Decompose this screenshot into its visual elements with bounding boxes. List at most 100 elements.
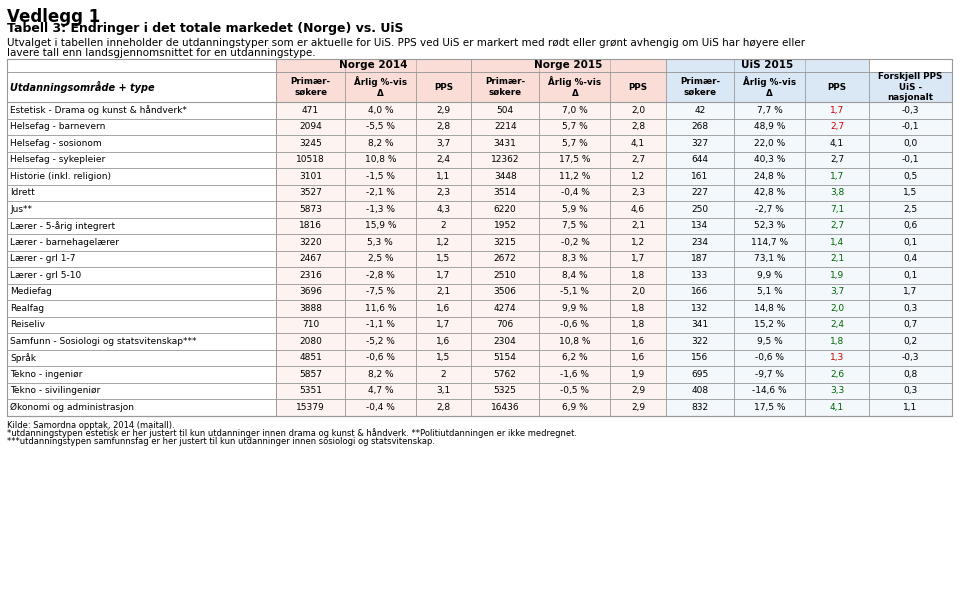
Bar (7, 59, 952, 416)
Text: 3,3: 3,3 (830, 386, 844, 395)
Text: 3431: 3431 (494, 139, 517, 148)
Bar (7, 217, 276, 234)
Bar (416, 333, 471, 349)
Text: 3,1: 3,1 (436, 386, 451, 395)
Bar (734, 102, 806, 118)
Text: 2,0: 2,0 (631, 287, 645, 296)
Text: 1,5: 1,5 (903, 188, 918, 197)
Text: Tekno - ingeniør: Tekno - ingeniør (10, 370, 82, 379)
Text: 3527: 3527 (299, 188, 322, 197)
Text: 1,5: 1,5 (436, 254, 451, 263)
Text: Helsefag - sykepleier: Helsefag - sykepleier (10, 155, 105, 164)
Bar (471, 300, 540, 317)
Text: 2,0: 2,0 (830, 304, 844, 313)
Text: 6,9 %: 6,9 % (562, 403, 588, 411)
Text: 15379: 15379 (296, 403, 325, 411)
Text: 1,1: 1,1 (436, 172, 451, 180)
Text: 10,8 %: 10,8 % (364, 155, 396, 164)
Bar (276, 185, 345, 201)
Bar (276, 234, 345, 251)
Text: 42: 42 (694, 106, 706, 115)
Text: 8,4 %: 8,4 % (562, 271, 588, 280)
Bar (416, 135, 471, 152)
Bar (540, 234, 611, 251)
Text: 1,9: 1,9 (830, 271, 844, 280)
Text: 4,6: 4,6 (631, 205, 645, 214)
Text: -5,1 %: -5,1 % (560, 287, 590, 296)
Bar (540, 135, 611, 152)
Bar (806, 168, 869, 185)
Bar (611, 383, 666, 399)
Bar (540, 185, 611, 201)
Bar (666, 399, 734, 416)
Bar (345, 349, 416, 366)
Bar (416, 185, 471, 201)
Bar (345, 251, 416, 267)
Text: 2,8: 2,8 (436, 403, 451, 411)
Text: 2,9: 2,9 (631, 403, 645, 411)
Bar (869, 317, 952, 333)
Text: 3101: 3101 (299, 172, 322, 180)
Bar (806, 135, 869, 152)
Bar (734, 152, 806, 168)
Text: 1,8: 1,8 (631, 271, 645, 280)
Text: 8,2 %: 8,2 % (367, 370, 393, 379)
Bar (806, 300, 869, 317)
Bar (345, 234, 416, 251)
Text: 1,6: 1,6 (436, 337, 451, 346)
Bar (611, 251, 666, 267)
Bar (806, 383, 869, 399)
Bar (7, 118, 276, 135)
Bar (7, 72, 276, 102)
Text: 327: 327 (691, 139, 709, 148)
Text: 2,9: 2,9 (436, 106, 451, 115)
Text: Tekno - sivilingeniør: Tekno - sivilingeniør (10, 386, 101, 395)
Bar (611, 201, 666, 217)
Text: 706: 706 (497, 320, 514, 329)
Text: -1,1 %: -1,1 % (365, 320, 395, 329)
Bar (869, 333, 952, 349)
Bar (7, 102, 276, 118)
Bar (666, 300, 734, 317)
Bar (345, 317, 416, 333)
Text: 0,3: 0,3 (903, 304, 918, 313)
Text: Vedlegg 1: Vedlegg 1 (7, 8, 101, 26)
Text: 2672: 2672 (494, 254, 517, 263)
Bar (806, 349, 869, 366)
Text: Lærer - 5-årig integrert: Lærer - 5-årig integrert (10, 221, 115, 230)
Bar (471, 135, 540, 152)
Bar (276, 59, 471, 72)
Text: 0,5: 0,5 (903, 172, 918, 180)
Bar (471, 366, 540, 383)
Text: -0,3: -0,3 (901, 353, 919, 362)
Text: 134: 134 (691, 221, 709, 230)
Bar (734, 234, 806, 251)
Text: 42,8 %: 42,8 % (754, 188, 785, 197)
Bar (276, 267, 345, 283)
Bar (345, 168, 416, 185)
Bar (276, 333, 345, 349)
Bar (869, 251, 952, 267)
Bar (416, 383, 471, 399)
Text: 250: 250 (691, 205, 709, 214)
Text: 2,5 %: 2,5 % (367, 254, 393, 263)
Text: 2316: 2316 (299, 271, 322, 280)
Bar (806, 118, 869, 135)
Bar (734, 251, 806, 267)
Text: 1,4: 1,4 (830, 238, 844, 247)
Text: 2467: 2467 (299, 254, 322, 263)
Text: 52,3 %: 52,3 % (754, 221, 785, 230)
Text: 5,1 %: 5,1 % (757, 287, 783, 296)
Text: 2,9: 2,9 (631, 386, 645, 395)
Text: 3220: 3220 (299, 238, 322, 247)
Text: 161: 161 (691, 172, 709, 180)
Bar (734, 399, 806, 416)
Bar (806, 234, 869, 251)
Text: 10,8 %: 10,8 % (559, 337, 591, 346)
Bar (869, 366, 952, 383)
Text: 0,6: 0,6 (903, 221, 918, 230)
Text: 2094: 2094 (299, 122, 322, 131)
Text: 5325: 5325 (494, 386, 517, 395)
Bar (540, 283, 611, 300)
Text: 15,2 %: 15,2 % (754, 320, 785, 329)
